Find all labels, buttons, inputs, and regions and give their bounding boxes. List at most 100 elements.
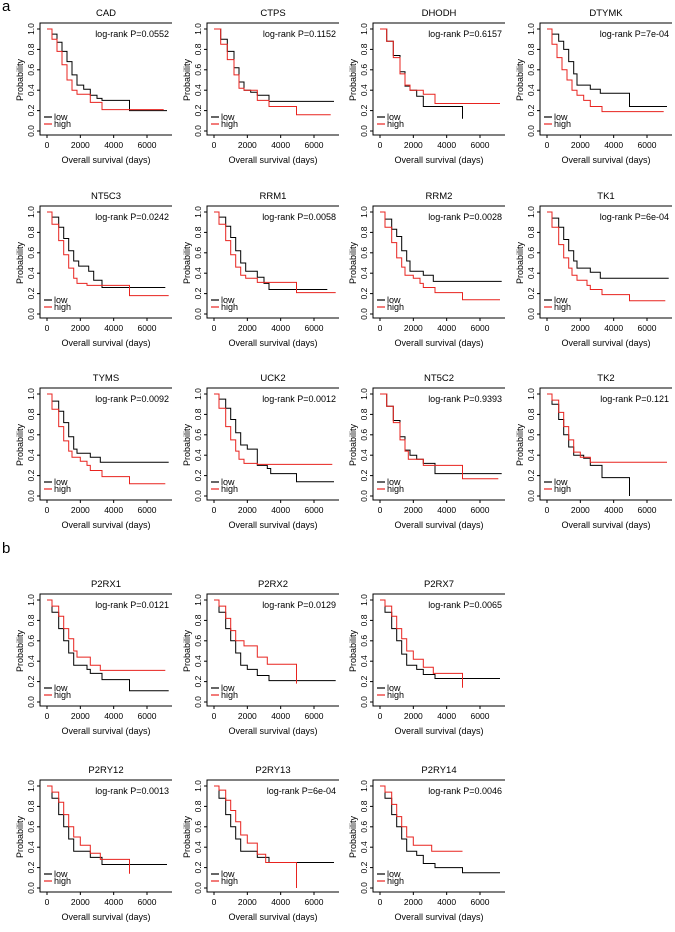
plot-title: P2RY13: [255, 765, 290, 776]
survival-plot-rrm2: RRM2 0 2000 4000 6000 0.0 0.2 0.4 0.6 0.8 1.0 Overa…: [333, 183, 505, 358]
legend-label-high: high: [554, 484, 571, 494]
plot-frame: [206, 205, 339, 319]
y-tick-label: 0.2: [193, 675, 203, 687]
plot-svg: NT5C2 0 2000 4000 6000 0.0 0.2 0.4 0.6 0.8 1.0 Over…: [348, 373, 505, 530]
y-tick-label: 0.6: [359, 821, 369, 833]
y-tick-label: 1.0: [193, 23, 203, 35]
plot-title: NT5C3: [91, 191, 121, 202]
x-tick-label: 2000: [71, 711, 90, 721]
survival-curve-high: [547, 211, 666, 302]
survival-curve-high: [380, 599, 463, 688]
x-axis-label: Overall survival (days): [394, 520, 483, 530]
y-axis-label: Probability: [348, 629, 358, 672]
x-tick-label: 6000: [305, 897, 324, 907]
survival-curve-high: [547, 28, 664, 113]
x-tick-label: 0: [212, 897, 217, 907]
plot-title: CAD: [96, 8, 116, 19]
y-tick-label: 0.8: [526, 408, 536, 420]
legend-label-high: high: [221, 302, 238, 312]
y-tick-label: 0.6: [193, 635, 203, 647]
x-tick-label: 0: [545, 323, 550, 333]
y-tick-label: 0.8: [359, 800, 369, 812]
x-tick-label: 4000: [104, 140, 123, 150]
y-tick-label: 0.6: [26, 821, 36, 833]
log-rank-p-value: log-rank P=0.0129: [262, 600, 336, 610]
y-tick-label: 0.0: [359, 125, 369, 137]
y-axis-label: Probability: [348, 423, 358, 466]
plot-title: P2RX2: [258, 579, 288, 590]
x-tick-label: 2000: [571, 505, 590, 515]
panel-label-a: a: [2, 0, 11, 15]
log-rank-p-value: log-rank P=0.0012: [262, 394, 336, 404]
y-tick-label: 0.4: [526, 267, 536, 279]
y-tick-label: 0.0: [26, 125, 36, 137]
y-tick-label: 0.0: [193, 125, 203, 137]
y-tick-label: 0.2: [359, 469, 369, 481]
x-tick-label: 0: [45, 505, 50, 515]
x-tick-label: 2000: [71, 323, 90, 333]
y-axis-label: Probability: [348, 58, 358, 101]
y-tick-label: 1.0: [359, 206, 369, 218]
plot-title: P2RX1: [91, 579, 121, 590]
survival-plot-uck2: UCK2 0 2000 4000 6000 0.0 0.2 0.4 0.6 0.8 1.0 Overa…: [167, 365, 339, 540]
plot-title: DHODH: [422, 8, 457, 19]
y-tick-label: 0.2: [26, 104, 36, 116]
plot-title: RRM1: [260, 191, 287, 202]
x-tick-label: 0: [212, 323, 217, 333]
x-tick-label: 6000: [305, 505, 324, 515]
y-axis-label: Probability: [182, 58, 192, 101]
survival-curve-high: [547, 393, 667, 463]
y-tick-label: 0.4: [526, 449, 536, 461]
log-rank-p-value: log-rank P=7e-04: [600, 29, 669, 39]
legend-label-high: high: [54, 484, 71, 494]
plot-svg: P2RY12 0 2000 4000 6000 0.0 0.2 0.4 0.6 0.8 1.0 Ove…: [15, 765, 172, 922]
plot-svg: RRM2 0 2000 4000 6000 0.0 0.2 0.4 0.6 0.8 1.0 Overa…: [348, 191, 505, 348]
y-tick-label: 0.0: [26, 308, 36, 320]
log-rank-p-value: log-rank P=0.0013: [95, 786, 169, 796]
x-tick-label: 0: [378, 505, 383, 515]
x-tick-label: 2000: [71, 140, 90, 150]
survival-plot-cad: CAD 0 2000 4000 6000 0.0 0.2 0.4 0.6 0.8 1.0 Overal…: [0, 0, 172, 175]
survival-plot-p2ry13: P2RY13 0 2000 4000 6000 0.0 0.2 0.4 0.6 0.8 1.0 Ove…: [167, 757, 339, 932]
legend-label-low: low: [54, 112, 68, 122]
plot-svg: P2RX2 0 2000 4000 6000 0.0 0.2 0.4 0.6 0.8 1.0 Over…: [182, 579, 339, 736]
x-axis-label: Overall survival (days): [61, 338, 150, 348]
x-axis-label: Overall survival (days): [394, 912, 483, 922]
y-tick-label: 1.0: [526, 388, 536, 400]
log-rank-p-value: log-rank P=0.0121: [95, 600, 169, 610]
y-axis-label: Probability: [348, 241, 358, 284]
x-axis-label: Overall survival (days): [228, 912, 317, 922]
survival-curve-high: [47, 28, 164, 111]
x-axis-label: Overall survival (days): [61, 912, 150, 922]
survival-plot-tyms: TYMS 0 2000 4000 6000 0.0 0.2 0.4 0.6 0.8 1.0 Overa…: [0, 365, 172, 540]
plot-svg: TK1 0 2000 4000 6000 0.0 0.2 0.4 0.6 0.8 1.0 Overal…: [515, 191, 672, 348]
y-tick-label: 0.6: [359, 64, 369, 76]
x-tick-label: 0: [212, 711, 217, 721]
x-axis-label: Overall survival (days): [228, 338, 317, 348]
y-tick-label: 0.6: [193, 429, 203, 441]
survival-curve-high: [214, 393, 333, 465]
y-tick-label: 0.6: [359, 247, 369, 259]
survival-curve-high: [380, 785, 463, 852]
legend-label-high: high: [387, 876, 404, 886]
survival-plot-p2rx1: P2RX1 0 2000 4000 6000 0.0 0.2 0.4 0.6 0.8 1.0 Over…: [0, 571, 172, 746]
y-tick-label: 0.2: [526, 104, 536, 116]
y-tick-label: 0.8: [359, 226, 369, 238]
y-axis-label: Probability: [182, 629, 192, 672]
y-tick-label: 0.0: [526, 308, 536, 320]
plot-frame: [39, 22, 172, 136]
x-axis-label: Overall survival (days): [61, 726, 150, 736]
y-tick-label: 0.6: [526, 429, 536, 441]
x-axis-label: Overall survival (days): [228, 155, 317, 165]
log-rank-p-value: log-rank P=0.9393: [428, 394, 502, 404]
y-tick-label: 1.0: [193, 388, 203, 400]
x-tick-label: 6000: [638, 323, 657, 333]
y-tick-label: 0.4: [359, 449, 369, 461]
y-tick-label: 0.6: [526, 247, 536, 259]
plot-title: P2RY12: [88, 765, 123, 776]
x-tick-label: 2000: [404, 897, 423, 907]
x-tick-label: 2000: [404, 140, 423, 150]
log-rank-p-value: log-rank P=0.6157: [428, 29, 502, 39]
survival-curve-high: [47, 599, 166, 671]
survival-curve-low: [47, 28, 167, 112]
